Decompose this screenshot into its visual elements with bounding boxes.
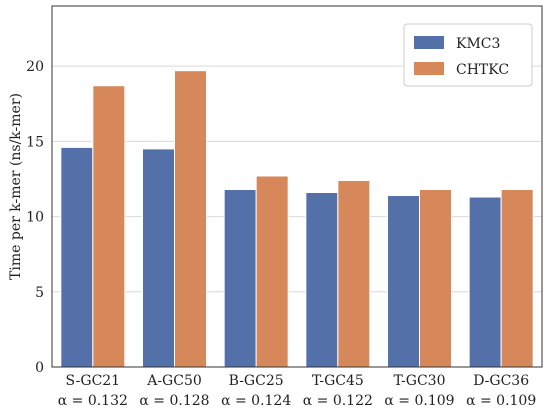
x-category-sublabel: α = 0.109 (466, 393, 536, 409)
bar-kmc3-s-gc21 (60, 146, 94, 368)
x-category-sublabel: α = 0.128 (139, 393, 209, 409)
bar-kmc3-t-gc45 (305, 192, 339, 368)
x-category-label: T-GC45 (312, 373, 364, 389)
y-tick-label: 10 (26, 210, 44, 226)
y-tick-labels: 0 5 10 15 20 (26, 59, 44, 376)
bar-chtkc-d-gc36 (500, 189, 534, 368)
legend: KMC3 CHTKC (403, 23, 533, 87)
bar-chtkc-a-gc50 (174, 70, 207, 368)
bar-chtkc-t-gc30 (419, 189, 452, 368)
legend-label-kmc3: KMC3 (456, 36, 500, 52)
bar-kmc3-a-gc50 (142, 148, 175, 368)
x-category-label: B-GC25 (229, 373, 284, 389)
x-category-label: A-GC50 (146, 373, 202, 389)
x-category-label: T-GC30 (394, 373, 446, 389)
x-category-label: D-GC36 (473, 373, 529, 389)
x-category-labels: S-GC21 α = 0.132 A-GC50 α = 0.128 B-GC25 α = … (58, 373, 537, 409)
y-tick-label: 20 (26, 59, 44, 75)
legend-label-chtkc: CHTKC (456, 62, 509, 78)
y-tick-label: 0 (35, 360, 44, 376)
grid-layer (52, 65, 542, 368)
legend-swatch-chtkc (414, 62, 444, 75)
bar-kmc3-b-gc25 (223, 189, 257, 368)
bar-kmc3-t-gc30 (387, 195, 420, 368)
bar-chtkc-b-gc25 (255, 175, 289, 368)
bars-layer (60, 70, 534, 368)
y-tick-label: 5 (35, 285, 44, 301)
x-category-sublabel: α = 0.109 (384, 393, 454, 409)
bar-kmc3-d-gc36 (468, 196, 502, 368)
x-category-sublabel: α = 0.122 (303, 393, 373, 409)
bar-chtkc-t-gc45 (337, 179, 371, 368)
plot-frame (51, 5, 543, 368)
x-category-sublabel: α = 0.124 (221, 393, 291, 409)
bar-chtkc-s-gc21 (92, 85, 126, 368)
x-category-label: S-GC21 (66, 373, 121, 389)
x-category-sublabel: α = 0.132 (58, 393, 128, 409)
y-tick-label: 15 (26, 134, 44, 150)
legend-swatch-kmc3 (414, 36, 444, 49)
y-axis-title: Time per k-mer (ns/k-mer) (8, 93, 24, 280)
